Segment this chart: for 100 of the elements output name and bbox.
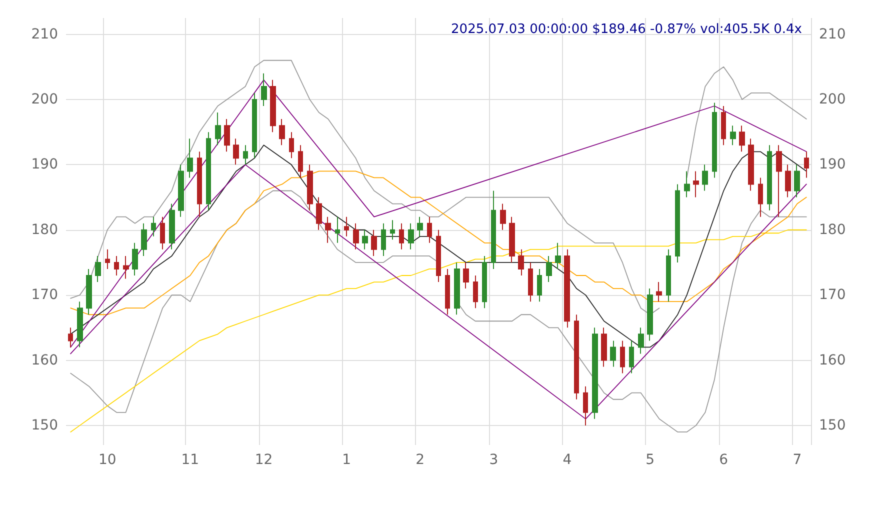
x-tick-label: 5 bbox=[646, 452, 655, 468]
candlestick bbox=[445, 268, 450, 316]
candlestick bbox=[776, 144, 782, 218]
candlestick bbox=[574, 314, 579, 400]
candlestick bbox=[601, 327, 607, 368]
candlestick bbox=[178, 164, 184, 218]
candlestick bbox=[748, 138, 754, 192]
y-tick-label: 210 bbox=[31, 26, 58, 42]
candlestick bbox=[270, 79, 276, 133]
y-tick-label: 190 bbox=[31, 156, 58, 173]
candlestick bbox=[473, 275, 478, 309]
candlestick bbox=[528, 262, 533, 302]
candlestick bbox=[261, 72, 267, 107]
candlestick bbox=[151, 216, 156, 237]
y-tick-label: 160 bbox=[31, 352, 58, 368]
x-tick-label: 1 bbox=[342, 452, 351, 468]
candlestick bbox=[785, 164, 791, 198]
candlestick bbox=[298, 144, 303, 178]
y2-tick-label: 160 bbox=[819, 352, 846, 368]
candlestick bbox=[546, 255, 552, 283]
candlestick bbox=[233, 138, 239, 166]
candlestick bbox=[436, 229, 441, 283]
candlestick bbox=[564, 248, 570, 328]
candlestick bbox=[252, 92, 257, 159]
candlestick bbox=[68, 327, 73, 348]
candlestick bbox=[454, 262, 460, 316]
candlestick bbox=[693, 170, 699, 198]
candlestick bbox=[629, 340, 634, 374]
candlestick bbox=[289, 132, 294, 159]
candlestick bbox=[353, 222, 359, 250]
candlestick bbox=[371, 229, 377, 256]
line-series bbox=[70, 170, 807, 316]
candlestick bbox=[169, 203, 175, 250]
candlestick bbox=[647, 288, 653, 342]
candlestick bbox=[114, 255, 119, 276]
candlestick bbox=[77, 301, 83, 348]
candlestick bbox=[684, 170, 690, 198]
candlestick bbox=[279, 118, 285, 146]
candlestick bbox=[362, 229, 368, 250]
candlestick bbox=[224, 118, 230, 152]
candlestick bbox=[390, 220, 395, 240]
x-tick-label: 7 bbox=[792, 452, 802, 468]
candlestick bbox=[141, 222, 147, 256]
candlestick bbox=[243, 144, 248, 166]
candlestick bbox=[656, 282, 662, 302]
y2-tick-label: 150 bbox=[819, 417, 846, 434]
candlestick bbox=[767, 144, 772, 211]
candlestick bbox=[463, 262, 469, 290]
candlestick bbox=[325, 216, 331, 244]
x-tick-label: 10 bbox=[98, 452, 116, 468]
candlestick bbox=[206, 132, 211, 211]
candlestick bbox=[610, 340, 616, 368]
candlestick bbox=[417, 216, 423, 237]
candlestick bbox=[500, 203, 506, 230]
y-tick-label: 180 bbox=[31, 222, 58, 238]
candlestick bbox=[804, 151, 809, 178]
candlestick bbox=[381, 222, 386, 256]
candlestick bbox=[592, 327, 598, 420]
x-tick-label: 2 bbox=[416, 452, 425, 468]
candlestick bbox=[638, 327, 644, 354]
candlestick bbox=[730, 125, 736, 146]
y-tick-label: 150 bbox=[31, 417, 58, 434]
candlestick bbox=[537, 268, 542, 302]
candlestick bbox=[666, 248, 671, 302]
candlestick bbox=[215, 112, 221, 146]
candlestick bbox=[160, 216, 165, 250]
chart-title: 2025.07.03 00:00:00 $189.46 -0.87% vol:405.5K 0.4x bbox=[451, 22, 802, 37]
candlestick bbox=[105, 248, 110, 270]
x-tick-label: 3 bbox=[489, 452, 498, 468]
candlestick bbox=[509, 216, 515, 263]
x-tick-label: 12 bbox=[254, 452, 273, 468]
candlestick bbox=[132, 242, 138, 276]
candlestick bbox=[316, 196, 322, 230]
y-tick-label: 200 bbox=[31, 91, 58, 108]
x-tick-label: 4 bbox=[562, 452, 572, 468]
candlestick bbox=[712, 102, 717, 178]
candlestick bbox=[739, 125, 745, 152]
line-series bbox=[70, 144, 807, 348]
candlestick bbox=[491, 190, 496, 270]
candlestick bbox=[794, 164, 800, 198]
candlestick bbox=[675, 184, 680, 263]
candlestick bbox=[86, 268, 92, 316]
y-tick-label: 170 bbox=[31, 287, 58, 304]
candlestick bbox=[95, 255, 101, 283]
line-series bbox=[70, 229, 807, 432]
candlestick bbox=[482, 255, 487, 309]
candlestick bbox=[123, 255, 129, 280]
candlestick bbox=[758, 177, 763, 218]
candlestick bbox=[344, 216, 349, 237]
candlestick bbox=[518, 248, 524, 276]
candlestick bbox=[197, 151, 202, 218]
candlestick bbox=[702, 164, 708, 192]
candlestick bbox=[620, 340, 625, 374]
candlestick bbox=[187, 138, 193, 178]
candlestick bbox=[555, 242, 561, 270]
candlestick bbox=[721, 106, 726, 146]
candlestick bbox=[408, 222, 414, 250]
line-series bbox=[70, 79, 807, 348]
candlestick bbox=[399, 222, 404, 250]
candlestick bbox=[427, 216, 432, 244]
